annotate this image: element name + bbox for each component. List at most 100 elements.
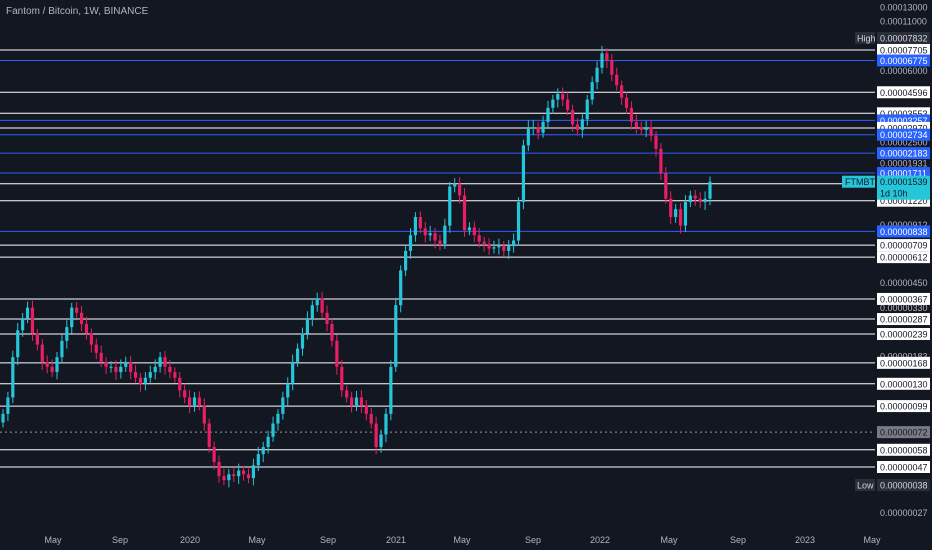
candle-body	[138, 377, 143, 384]
candle-body	[678, 209, 683, 226]
candle-body	[109, 366, 113, 368]
candle-body	[133, 372, 138, 378]
level-label: 0.00002970	[880, 123, 928, 133]
high-value: 0.00007832	[880, 34, 928, 44]
candle-body	[664, 173, 668, 199]
y-tick-label: 0.00000912	[880, 220, 928, 230]
candle-body	[40, 344, 44, 362]
candle-body	[620, 85, 624, 98]
level-label-bg	[877, 356, 930, 369]
level-label-bg	[877, 86, 930, 99]
level-label: 0.00000367	[880, 294, 928, 304]
candle-body	[423, 228, 427, 236]
candle-body	[433, 233, 437, 241]
candle-body	[364, 405, 368, 414]
candle-body	[129, 361, 133, 373]
high-value-bg	[877, 32, 930, 44]
candle-body	[467, 227, 472, 231]
level-label-bg	[877, 121, 930, 134]
candle-body	[197, 397, 201, 406]
level-label: 0.00006775	[880, 56, 928, 66]
dotted-level-label-bg	[877, 426, 930, 439]
candle-body	[295, 348, 300, 362]
level-label: 0.00002183	[880, 149, 928, 159]
x-tick-label: 2021	[386, 535, 406, 545]
candle-body	[256, 454, 260, 466]
candle-body	[271, 423, 275, 437]
candle-body	[276, 413, 280, 424]
candle-body	[570, 109, 575, 125]
candle-body	[359, 397, 364, 406]
level-label: 0.00000047	[880, 463, 928, 473]
candle-body	[541, 121, 545, 133]
level-label-bg	[877, 239, 930, 252]
candle-body	[143, 377, 147, 384]
x-tick-label: May	[248, 535, 266, 545]
candle-body	[688, 195, 692, 203]
level-label-bg	[877, 128, 930, 141]
y-tick-label: 0.00006000	[880, 66, 928, 76]
current-price-label-bg	[877, 175, 930, 200]
candle-body	[237, 470, 241, 477]
candle-body	[99, 352, 103, 362]
candle-body	[300, 333, 305, 349]
level-label-bg	[877, 443, 930, 456]
candle-body	[497, 246, 501, 248]
candle-body	[629, 107, 634, 122]
candle-body	[6, 397, 10, 414]
y-tick-label: 0.00011000	[880, 16, 927, 26]
level-label: 0.00001711	[880, 169, 927, 179]
candle-body	[65, 327, 69, 341]
level-label: 0.00000287	[880, 315, 928, 325]
candle-body	[585, 99, 589, 120]
low-tag: Low	[857, 481, 874, 491]
candle-body	[286, 383, 290, 398]
x-axis: May Sep 2020 May Sep 2021 May Sep 2022 May Sep 2023…	[44, 535, 881, 545]
candle-body	[94, 344, 98, 353]
x-tick-label: 2020	[180, 535, 200, 545]
level-label-bg	[877, 225, 930, 238]
candle-body	[683, 202, 688, 226]
candle-body	[610, 60, 614, 75]
candle-body	[305, 318, 310, 334]
candle-body	[227, 474, 231, 481]
level-label: 0.00000838	[880, 227, 928, 237]
level-label-bg	[877, 377, 930, 390]
level-label: 0.00000612	[880, 253, 928, 263]
candle-body	[251, 465, 255, 479]
candle-body	[482, 241, 486, 244]
candle-body	[30, 307, 35, 334]
candle-body	[458, 183, 462, 196]
level-label-bg	[877, 54, 930, 67]
candle-body	[114, 366, 118, 373]
candle-body	[55, 357, 59, 373]
candle-body	[345, 390, 349, 398]
level-label-bg	[877, 313, 930, 326]
candle-body	[605, 53, 609, 61]
candle-body	[428, 233, 432, 236]
y-tick-label: 0.00002500	[880, 138, 928, 148]
candle-body	[35, 333, 39, 345]
candle-body	[399, 270, 403, 306]
candle-body	[325, 312, 329, 325]
x-tick-label: Sep	[320, 535, 336, 545]
candle-body	[222, 476, 226, 481]
candle-body	[477, 235, 481, 242]
level-label: 0.00000099	[880, 402, 928, 412]
chart-title: Fantom / Bitcoin, 1W, BINANCE	[6, 6, 149, 17]
level-label-bg	[877, 400, 930, 413]
candle-body	[669, 198, 673, 217]
candle-body	[124, 361, 128, 367]
level-label: 0.00000130	[880, 379, 928, 389]
level-label: 0.00002734	[880, 130, 928, 140]
candle-body	[320, 298, 324, 313]
candle-body	[310, 305, 314, 319]
x-tick-label: May	[660, 535, 678, 545]
candle-body	[163, 357, 167, 367]
level-label-bg	[877, 147, 930, 160]
candle-body	[168, 366, 172, 373]
candle-body	[212, 447, 216, 462]
candle-body	[698, 198, 702, 203]
